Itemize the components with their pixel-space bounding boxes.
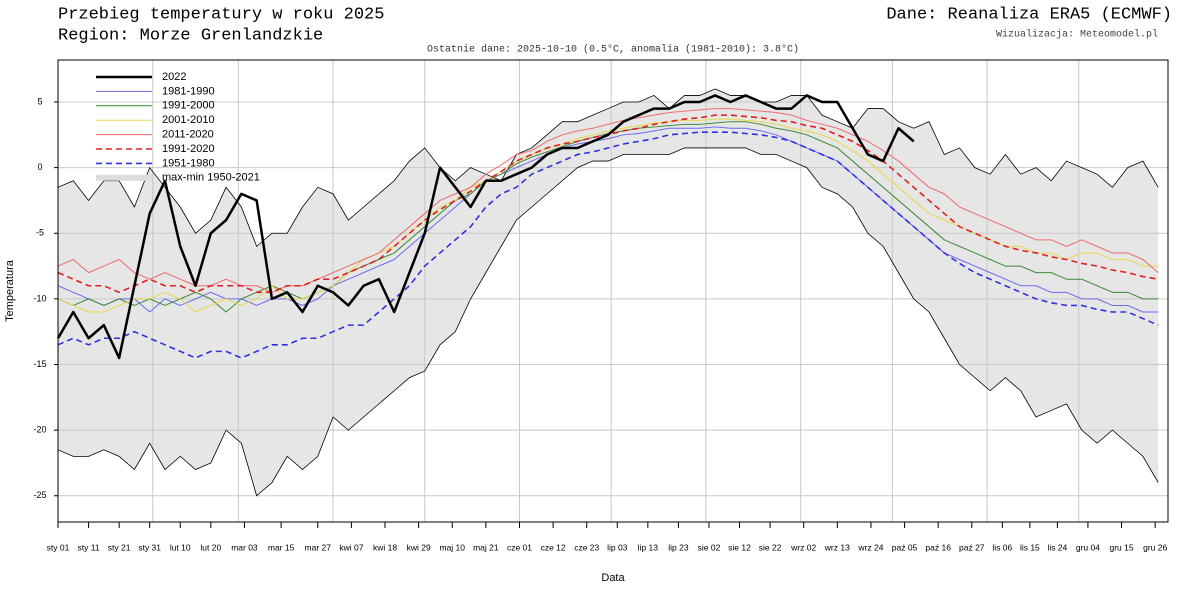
x-tick-label: sie 12 xyxy=(728,542,751,552)
source: Dane: Reanaliza ERA5 (ECMWF) xyxy=(886,5,1172,24)
legend-label: 2011-2020 xyxy=(162,129,214,141)
x-tick-label: gru 04 xyxy=(1076,542,1100,552)
x-tick-label: sty 21 xyxy=(108,542,131,552)
x-tick-label: mar 03 xyxy=(231,542,258,552)
x-tick-label: mar 15 xyxy=(268,542,295,552)
x-tick-label: maj 10 xyxy=(439,542,465,552)
legend-label: 1991-2020 xyxy=(162,143,215,155)
x-tick-label: lip 23 xyxy=(668,542,689,552)
x-tick-label: paź 16 xyxy=(925,542,951,552)
y-tick-label: -5 xyxy=(36,228,44,238)
y-tick-label: -25 xyxy=(33,490,46,500)
x-tick-label: paź 27 xyxy=(959,542,985,552)
x-axis-label: Data xyxy=(601,572,625,584)
legend-label: max-min 1950-2021 xyxy=(162,172,260,184)
x-tick-label: maj 21 xyxy=(473,542,499,552)
x-tick-label: lis 06 xyxy=(992,542,1012,552)
x-tick-label: sie 22 xyxy=(759,542,782,552)
x-tick-label: cze 23 xyxy=(574,542,599,552)
series-line xyxy=(57,131,1159,359)
y-tick-label: -20 xyxy=(33,425,46,435)
legend-label: 1951-1980 xyxy=(162,157,215,169)
x-tick-label: sty 31 xyxy=(138,542,161,552)
x-tick-label: mar 27 xyxy=(305,542,332,552)
y-tick-label: -10 xyxy=(33,293,46,303)
x-tick-label: kwi 29 xyxy=(407,542,431,552)
legend-label: 1981-1990 xyxy=(162,85,215,97)
x-tick-label: lut 20 xyxy=(200,542,221,552)
x-tick-label: wrz 13 xyxy=(824,542,850,552)
x-tick-label: kwi 18 xyxy=(373,542,397,552)
region: Region: Morze Grenlandzkie xyxy=(58,26,323,45)
y-axis-label: Temperatura xyxy=(4,259,16,322)
y-tick-label: 0 xyxy=(37,162,42,172)
x-tick-label: wrz 02 xyxy=(790,542,816,552)
y-tick-label: -15 xyxy=(33,359,46,369)
x-tick-label: gru 26 xyxy=(1143,542,1167,552)
legend-label: 2022 xyxy=(162,71,186,83)
x-tick-label: paź 05 xyxy=(892,542,918,552)
legend-label: 2001-2010 xyxy=(162,114,215,126)
subtitle: Ostatnie dane: 2025-10-10 (0.5°C, anomal… xyxy=(427,44,799,56)
x-tick-label: lis 15 xyxy=(1020,542,1040,552)
x-tick-label: wrz 24 xyxy=(857,542,883,552)
x-tick-label: sie 02 xyxy=(698,542,721,552)
x-tick-label: gru 15 xyxy=(1109,542,1133,552)
x-tick-label: cze 12 xyxy=(541,542,566,552)
legend-label: 1991-2000 xyxy=(162,100,215,112)
series-line xyxy=(57,118,1159,313)
x-tick-label: cze 01 xyxy=(507,542,532,552)
x-tick-label: kwi 07 xyxy=(339,542,363,552)
plot-area: -25 -20 -15 -10 -5 0 5 sty 01 sty 11 sty 21 sty 31… xyxy=(33,59,1169,552)
chart-title: Przebieg temperatury w roku 2025 xyxy=(58,5,384,24)
y-tick-label: 5 xyxy=(37,96,42,106)
x-tick-label: sty 11 xyxy=(78,542,100,552)
x-tick-label: lut 10 xyxy=(170,542,191,552)
series-line xyxy=(56,94,915,360)
band-area xyxy=(58,88,1159,496)
plot-frame xyxy=(57,59,1169,523)
band-lower xyxy=(57,147,1159,497)
credit: Wizualizacja: Meteomodel.pl xyxy=(996,29,1158,41)
x-tick-label: sty 01 xyxy=(47,542,70,552)
x-tick-label: lip 03 xyxy=(607,542,628,552)
band-upper xyxy=(57,88,1159,248)
x-tick-label: lip 13 xyxy=(638,542,659,552)
x-tick-label: lis 24 xyxy=(1047,542,1067,552)
